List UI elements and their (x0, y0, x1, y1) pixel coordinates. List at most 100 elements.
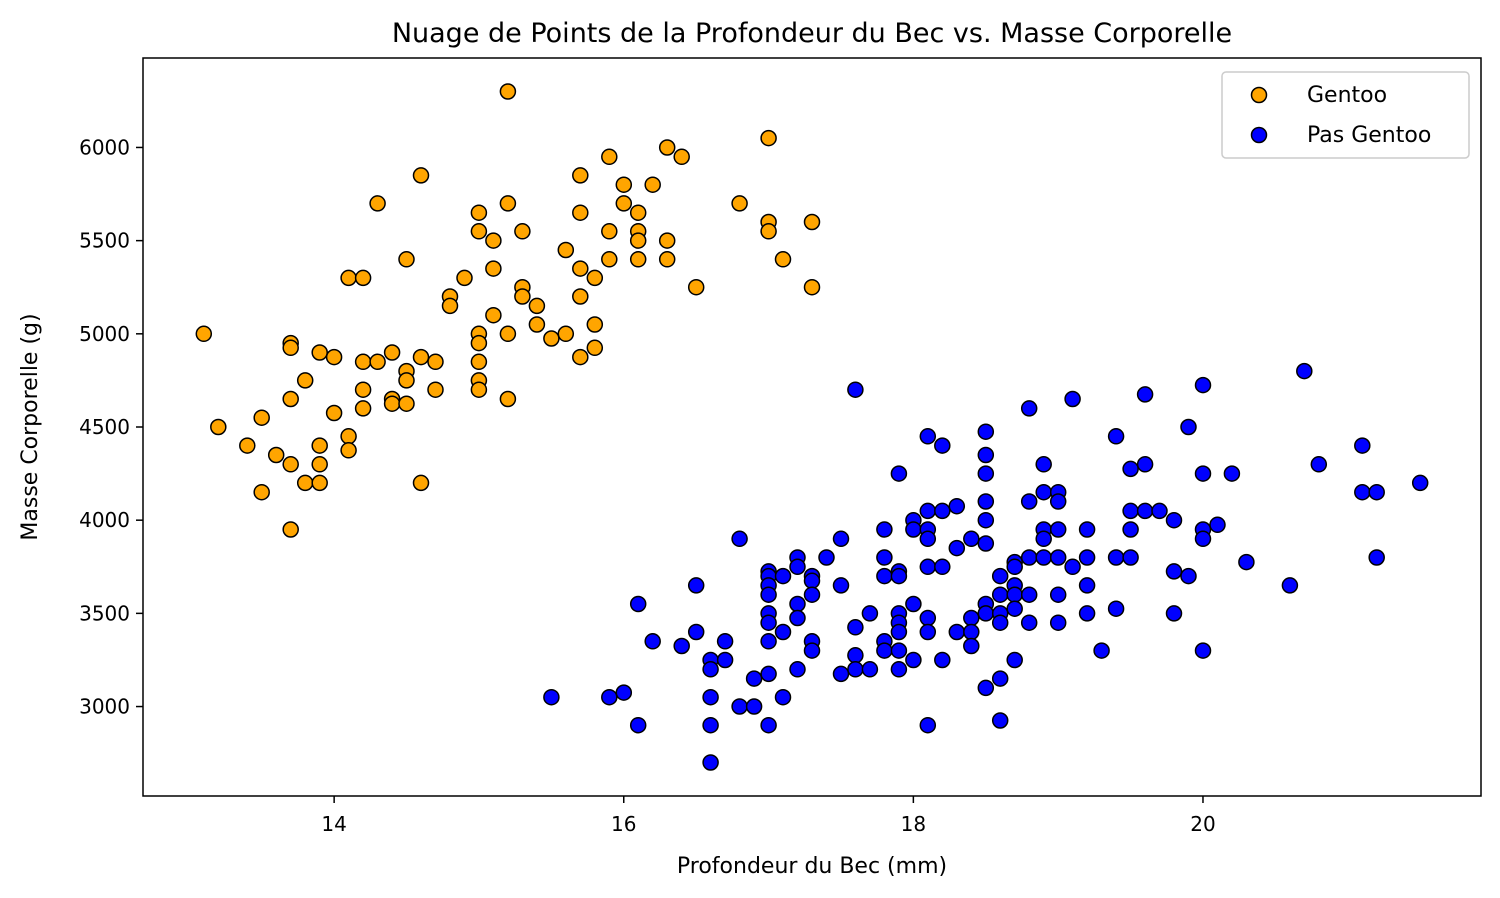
data-point-pas-gentoo (1020, 400, 1038, 417)
data-point-pas-gentoo (1165, 563, 1183, 580)
data-point-pas-gentoo (890, 567, 908, 585)
data-point-gentoo (543, 330, 560, 347)
data-point-pas-gentoo (977, 465, 995, 482)
data-point-gentoo (485, 306, 502, 324)
data-point-gentoo (398, 372, 415, 389)
data-point-pas-gentoo (1122, 502, 1139, 520)
data-point-gentoo (441, 297, 459, 315)
data-point-gentoo (629, 232, 647, 249)
data-point-pas-gentoo (1368, 483, 1385, 501)
data-point-pas-gentoo (1165, 605, 1183, 622)
y-tick-label: 4500 (79, 415, 130, 439)
data-point-pas-gentoo (745, 670, 763, 687)
data-point-pas-gentoo (1078, 549, 1096, 566)
data-point-pas-gentoo (1006, 600, 1023, 617)
data-point-pas-gentoo (1368, 549, 1385, 566)
data-point-pas-gentoo (1049, 614, 1067, 631)
data-point-gentoo (340, 428, 357, 445)
data-point-pas-gentoo (1078, 577, 1096, 594)
data-point-pas-gentoo (601, 688, 618, 706)
data-point-pas-gentoo (977, 493, 995, 510)
data-point-gentoo (601, 148, 618, 166)
data-point-gentoo (572, 288, 589, 305)
data-point-pas-gentoo (1122, 549, 1139, 566)
data-point-gentoo (311, 344, 328, 361)
data-point-pas-gentoo (702, 716, 719, 734)
data-point-gentoo (586, 339, 604, 357)
data-point-gentoo (340, 442, 357, 459)
data-point-gentoo (470, 334, 488, 352)
data-point-pas-gentoo (702, 661, 719, 678)
data-point-pas-gentoo (1020, 493, 1038, 510)
data-point-pas-gentoo (1238, 553, 1255, 571)
data-point-gentoo (658, 251, 676, 268)
data-point-gentoo (644, 176, 661, 193)
data-point-gentoo (470, 353, 488, 371)
data-point-gentoo (267, 446, 285, 464)
data-point-pas-gentoo (1006, 586, 1023, 603)
data-point-gentoo (615, 195, 633, 212)
data-point-gentoo (195, 325, 213, 343)
data-point-gentoo (325, 348, 343, 366)
data-point-pas-gentoo (847, 647, 864, 664)
data-point-pas-gentoo (1136, 502, 1154, 520)
data-point-pas-gentoo (673, 637, 690, 655)
data-point-gentoo (412, 474, 430, 492)
y-axis-label: Masse Corporelle (g) (18, 313, 43, 540)
data-point-gentoo (470, 223, 488, 240)
data-point-pas-gentoo (731, 698, 748, 715)
data-point-pas-gentoo (803, 572, 821, 590)
data-point-gentoo (296, 372, 314, 389)
data-point-pas-gentoo (731, 530, 748, 548)
data-point-pas-gentoo (1049, 521, 1067, 538)
data-point-pas-gentoo (1354, 483, 1371, 501)
data-point-pas-gentoo (789, 609, 806, 627)
data-point-pas-gentoo (934, 651, 951, 669)
data-point-gentoo (572, 204, 589, 221)
data-point-pas-gentoo (861, 661, 879, 678)
data-point-pas-gentoo (1122, 521, 1139, 538)
data-point-pas-gentoo (702, 754, 719, 771)
data-point-gentoo (499, 83, 517, 100)
data-point-gentoo (354, 353, 372, 371)
data-point-gentoo (760, 129, 777, 147)
data-point-pas-gentoo (760, 586, 777, 603)
legend-box (1221, 71, 1470, 159)
data-point-pas-gentoo (977, 446, 995, 464)
data-point-gentoo (383, 395, 401, 412)
data-point-pas-gentoo (1049, 493, 1067, 510)
data-point-pas-gentoo (702, 688, 719, 706)
data-point-gentoo (369, 353, 386, 371)
data-point-gentoo (383, 344, 401, 361)
data-point-pas-gentoo (629, 595, 647, 613)
data-point-pas-gentoo (1151, 502, 1168, 520)
data-point-pas-gentoo (1093, 642, 1110, 659)
data-point-pas-gentoo (543, 688, 560, 706)
data-point-gentoo (311, 474, 328, 492)
data-point-pas-gentoo (876, 549, 893, 566)
data-point-gentoo (354, 400, 372, 417)
data-point-pas-gentoo (948, 539, 966, 557)
data-point-gentoo (572, 260, 589, 277)
data-point-gentoo (557, 241, 575, 259)
x-axis-label: Profondeur du Bec (mm) (677, 854, 947, 879)
data-point-pas-gentoo (1049, 586, 1067, 603)
data-point-gentoo (398, 395, 415, 412)
data-point-gentoo (311, 456, 328, 473)
y-tick-label: 6000 (79, 135, 130, 159)
data-point-pas-gentoo (861, 605, 879, 622)
data-point-pas-gentoo (905, 521, 922, 538)
data-point-pas-gentoo (963, 637, 980, 655)
data-point-pas-gentoo (1035, 456, 1052, 473)
data-point-gentoo (803, 278, 821, 296)
x-tick-label: 14 (321, 812, 346, 836)
data-point-gentoo (412, 167, 430, 184)
data-point-gentoo (572, 348, 589, 366)
data-point-gentoo (514, 288, 531, 305)
data-point-gentoo (499, 325, 517, 343)
data-point-pas-gentoo (847, 661, 864, 678)
data-point-pas-gentoo (977, 535, 995, 552)
data-point-pas-gentoo (948, 497, 966, 515)
data-point-gentoo (673, 148, 690, 166)
data-point-pas-gentoo (876, 642, 893, 659)
